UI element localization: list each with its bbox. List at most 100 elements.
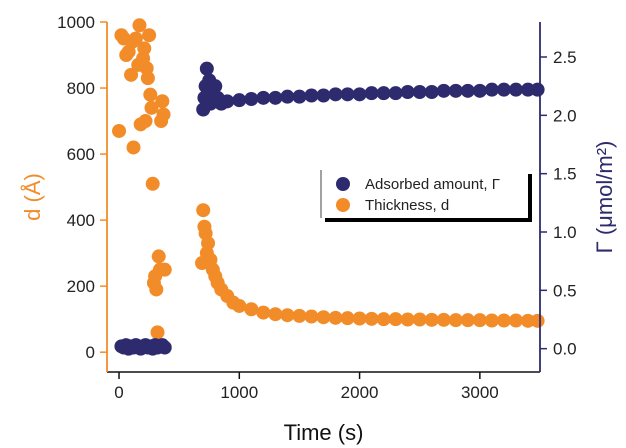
left-y-tick-label: 800 xyxy=(67,79,95,98)
data-point xyxy=(268,307,283,322)
data-point xyxy=(201,236,216,251)
data-point xyxy=(128,31,143,46)
data-point xyxy=(256,305,271,320)
legend-box xyxy=(321,170,528,218)
data-point xyxy=(292,89,307,104)
data-point xyxy=(508,313,523,328)
data-point xyxy=(496,82,511,97)
data-point xyxy=(232,298,247,313)
right-y-tick-label: 1.0 xyxy=(553,223,577,242)
data-point xyxy=(508,82,523,97)
data-point xyxy=(352,87,367,102)
left-y-tick-label: 0 xyxy=(86,343,95,362)
data-point xyxy=(256,90,271,105)
data-point xyxy=(280,308,295,323)
data-point xyxy=(155,94,170,109)
data-point xyxy=(496,313,511,328)
data-point xyxy=(280,89,295,104)
data-point xyxy=(196,203,211,218)
x-tick-label: 2000 xyxy=(341,383,379,402)
data-point xyxy=(112,123,127,138)
x-tick-label: 3000 xyxy=(461,383,499,402)
data-point xyxy=(292,308,307,323)
data-point xyxy=(436,83,451,98)
data-point xyxy=(138,114,153,129)
data-point xyxy=(143,87,158,102)
data-point xyxy=(400,85,415,99)
data-point xyxy=(340,311,355,326)
data-point xyxy=(304,88,319,103)
data-point xyxy=(472,83,487,98)
data-point xyxy=(448,83,463,98)
data-point xyxy=(364,311,379,326)
data-point xyxy=(400,312,415,327)
data-point xyxy=(340,87,355,102)
legend-label-adsorbed-amount: Adsorbed amount, Γ xyxy=(365,176,500,193)
data-point xyxy=(268,90,283,105)
data-point xyxy=(436,312,451,327)
chart-legend: Adsorbed amount, Γ Thickness, d xyxy=(320,170,532,222)
data-point xyxy=(150,325,165,340)
data-point xyxy=(424,85,439,99)
data-point xyxy=(388,312,403,327)
left-y-tick-label: 200 xyxy=(67,277,95,296)
data-point xyxy=(520,82,535,97)
data-point xyxy=(376,312,391,327)
x-axis-title: Time (s) xyxy=(284,420,364,445)
data-point xyxy=(137,41,152,56)
data-point xyxy=(149,282,164,297)
chart-marks xyxy=(112,18,545,356)
data-point xyxy=(140,71,155,86)
legend-marker-adsorbed-amount xyxy=(336,177,350,191)
left-y-tick-label: 400 xyxy=(67,211,95,230)
data-point xyxy=(328,87,343,102)
data-point xyxy=(316,88,331,103)
data-point xyxy=(412,312,427,327)
data-point xyxy=(156,107,171,122)
data-point xyxy=(208,79,223,94)
data-point xyxy=(144,100,159,115)
data-point xyxy=(157,340,172,355)
data-point xyxy=(388,86,403,101)
data-point xyxy=(244,92,259,106)
data-point xyxy=(220,94,235,109)
data-point xyxy=(157,262,172,277)
data-point xyxy=(484,82,499,97)
data-point xyxy=(460,313,475,328)
data-point xyxy=(316,310,331,325)
data-point xyxy=(520,313,535,328)
data-point xyxy=(376,86,391,101)
right-y-tick-label: 2.0 xyxy=(553,106,577,125)
series-adsorbed-amount xyxy=(114,61,545,356)
data-point xyxy=(460,83,475,98)
right-y-tick-label: 0.0 xyxy=(553,340,577,359)
data-point xyxy=(424,312,439,327)
data-point xyxy=(412,85,427,99)
data-point xyxy=(124,67,139,82)
data-point xyxy=(232,93,247,108)
data-point xyxy=(472,313,487,328)
data-point xyxy=(530,313,545,328)
data-point xyxy=(352,311,367,326)
data-point xyxy=(151,249,166,264)
data-point xyxy=(530,82,545,97)
left-y-tick-label: 600 xyxy=(67,145,95,164)
right-y-axis-title: Γ (μmol/m²) xyxy=(592,141,617,254)
data-point xyxy=(142,28,157,43)
data-point xyxy=(244,302,259,317)
data-point xyxy=(304,309,319,324)
data-point xyxy=(328,310,343,325)
right-y-tick-label: 2.5 xyxy=(553,48,577,67)
x-tick-label: 1000 xyxy=(220,383,258,402)
data-point xyxy=(448,313,463,328)
data-point xyxy=(126,140,141,155)
data-point xyxy=(364,86,379,101)
legend-label-thickness: Thickness, d xyxy=(365,197,449,214)
right-y-tick-label: 1.5 xyxy=(553,165,577,184)
right-y-tick-label: 0.5 xyxy=(553,281,577,300)
data-point xyxy=(484,313,499,328)
left-y-tick-label: 1000 xyxy=(57,13,95,32)
series-thickness xyxy=(112,18,545,340)
